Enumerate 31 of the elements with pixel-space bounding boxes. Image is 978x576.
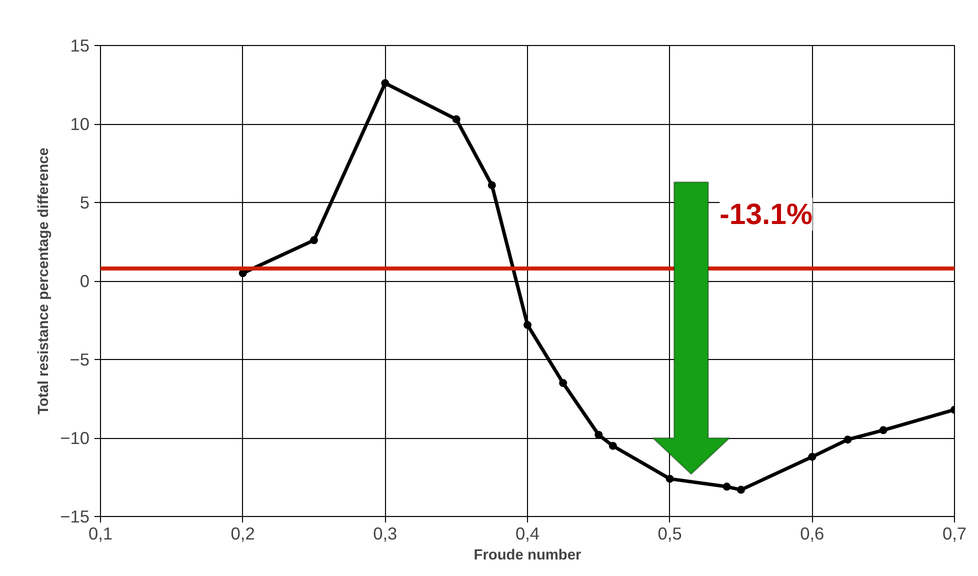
point: [608, 442, 617, 450]
x-tick-label: 0,5: [658, 524, 682, 544]
annotation: -13.1%: [720, 198, 813, 231]
point: [666, 474, 674, 483]
point: [524, 320, 532, 329]
point: [381, 79, 390, 88]
point: [808, 452, 816, 461]
point: [737, 486, 745, 494]
point: [310, 236, 318, 244]
y-tick-label: 5: [80, 192, 90, 212]
point: [559, 379, 568, 388]
y-tick-label: −15: [60, 506, 90, 526]
point: [452, 115, 460, 124]
y-tick-label: 10: [70, 114, 90, 134]
x-tick-label: 0,7: [942, 524, 967, 544]
point: [722, 482, 731, 491]
x-tick-label: 0,4: [515, 524, 540, 544]
y-tick-label: −5: [70, 350, 90, 370]
point: [594, 430, 603, 439]
point: [879, 426, 888, 434]
y-axis-title: Total resistance percentage difference: [36, 148, 52, 414]
x-axis-title: Froude number: [474, 548, 582, 564]
x-tick-label: 0,1: [88, 524, 113, 544]
x-tick-label: 0,6: [800, 524, 824, 544]
y-tick-label: −10: [60, 428, 90, 448]
x-tick-label: 0,2: [230, 524, 255, 544]
point: [488, 181, 496, 190]
y-tick-label: 0: [80, 271, 90, 291]
y-tick-label: 15: [70, 36, 90, 56]
x-tick-label: 0,3: [373, 524, 398, 544]
point: [844, 436, 852, 444]
